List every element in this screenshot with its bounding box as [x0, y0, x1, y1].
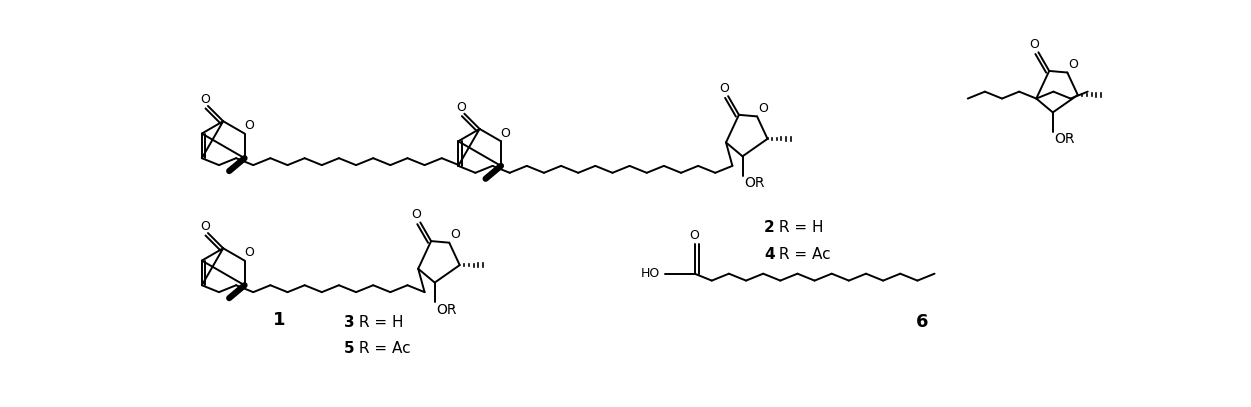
Text: O: O: [457, 101, 467, 114]
Text: 1: 1: [273, 311, 285, 329]
Text: 3: 3: [344, 315, 355, 330]
Text: OR: OR: [744, 176, 764, 190]
Text: R = H: R = H: [774, 220, 823, 235]
Text: O: O: [244, 119, 254, 132]
Text: OR: OR: [1055, 132, 1075, 147]
Text: O: O: [412, 208, 422, 221]
Text: O: O: [200, 93, 210, 106]
Text: O: O: [1030, 38, 1040, 51]
Text: OR: OR: [437, 302, 457, 317]
Text: O: O: [758, 102, 768, 115]
Text: 5: 5: [344, 341, 355, 356]
Text: R = Ac: R = Ac: [774, 247, 831, 262]
Text: O: O: [244, 246, 254, 259]
Text: 6: 6: [916, 313, 928, 331]
Text: HO: HO: [641, 267, 659, 280]
Text: O: O: [689, 229, 699, 242]
Text: R = H: R = H: [354, 315, 404, 330]
Text: O: O: [1068, 58, 1078, 71]
Text: 4: 4: [764, 247, 774, 262]
Text: O: O: [450, 228, 460, 241]
Text: 2: 2: [764, 220, 774, 235]
Text: R = Ac: R = Ac: [354, 341, 410, 356]
Text: O: O: [200, 220, 210, 233]
Text: O: O: [500, 127, 510, 140]
Text: O: O: [719, 82, 729, 95]
